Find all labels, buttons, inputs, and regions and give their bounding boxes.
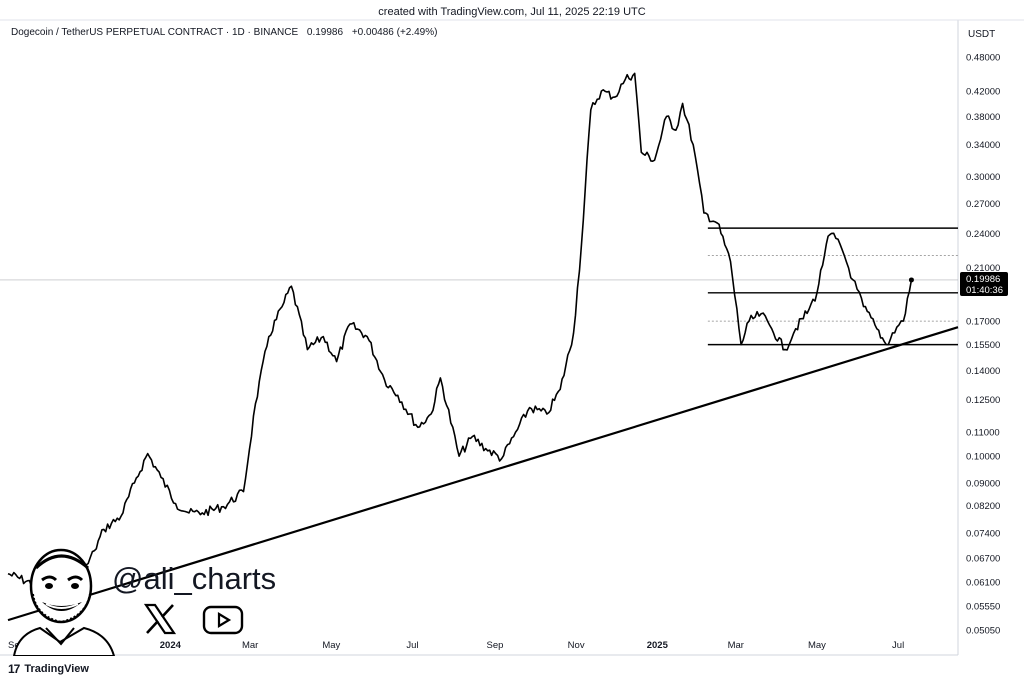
y-tick-label: 0.17000 <box>966 317 1000 328</box>
tradingview-logo-icon: 17 <box>8 662 20 676</box>
y-tick-label: 0.05550 <box>966 601 1000 612</box>
currency-label: USDT <box>968 29 995 40</box>
y-tick-label: 0.09000 <box>966 478 1000 489</box>
y-tick-label: 0.42000 <box>966 86 1000 97</box>
x-tick-label: Mar <box>728 640 744 651</box>
symbol-legend: Dogecoin / TetherUS PERPETUAL CONTRACT ·… <box>11 27 443 38</box>
x-tick-label: 2025 <box>647 640 669 651</box>
avatar-icon <box>12 548 116 656</box>
y-tick-label: 0.06700 <box>966 554 1000 565</box>
x-tick-label: Jul <box>892 640 904 651</box>
author-handle: @ali_charts <box>112 561 277 596</box>
y-tick-label: 0.08200 <box>966 501 1000 512</box>
y-tick-label: 0.07400 <box>966 528 1000 539</box>
y-tick-label: 0.24000 <box>966 229 1000 240</box>
current-price-value: 0.19986 <box>966 274 1000 285</box>
y-tick-label: 0.38000 <box>966 112 1000 123</box>
current-price-tag: 0.19986 01:40:36 <box>960 271 1008 296</box>
last-price-dot <box>908 277 914 283</box>
y-tick-label: 0.06100 <box>966 577 1000 588</box>
y-tick-label: 0.11000 <box>966 427 1000 438</box>
symbol-name[interactable]: Dogecoin / TetherUS PERPETUAL CONTRACT ·… <box>11 27 299 38</box>
x-tick-label: Jul <box>406 640 418 651</box>
x-tick-label: Sep <box>487 640 504 651</box>
x-tick-label: 2024 <box>160 640 182 651</box>
y-axis-ticks: 0.48000 0.42000 0.38000 0.34000 0.30000 0.270… <box>966 53 1000 637</box>
x-logo-icon[interactable] <box>143 603 177 635</box>
x-tick-label: Mar <box>242 640 258 651</box>
x-tick-label: May <box>808 640 826 651</box>
bar-countdown: 01:40:36 <box>966 285 1003 296</box>
y-tick-label: 0.14000 <box>966 366 1000 377</box>
y-tick-label: 0.30000 <box>966 172 1000 183</box>
y-tick-label: 0.15500 <box>966 340 1000 351</box>
tradingview-brand[interactable]: 17 TradingView <box>8 662 89 676</box>
x-axis-ticks: SepNov2024MarMayJulSepNov2025MarMayJul <box>8 640 904 651</box>
youtube-icon[interactable] <box>202 605 244 635</box>
y-tick-label: 0.10000 <box>966 452 1000 463</box>
brand-name: TradingView <box>24 663 89 675</box>
y-tick-label: 0.21000 <box>966 263 1000 274</box>
y-tick-label: 0.05050 <box>966 626 1000 637</box>
x-tick-label: May <box>322 640 340 651</box>
range-channel <box>707 227 958 346</box>
y-tick-label: 0.34000 <box>966 140 1000 151</box>
price-series-line <box>7 72 913 597</box>
price-change: +0.00486 (+2.49%) <box>351 27 438 38</box>
y-tick-label: 0.27000 <box>966 199 1000 210</box>
y-tick-label: 0.48000 <box>966 53 1000 64</box>
last-price: 0.19986 <box>306 27 344 38</box>
created-with-caption: created with TradingView.com, Jul 11, 20… <box>378 6 646 18</box>
x-tick-label: Nov <box>568 640 585 651</box>
y-tick-label: 0.12500 <box>966 395 1000 406</box>
support-trendline <box>7 326 959 622</box>
current-price-tag-bg <box>960 271 1008 296</box>
